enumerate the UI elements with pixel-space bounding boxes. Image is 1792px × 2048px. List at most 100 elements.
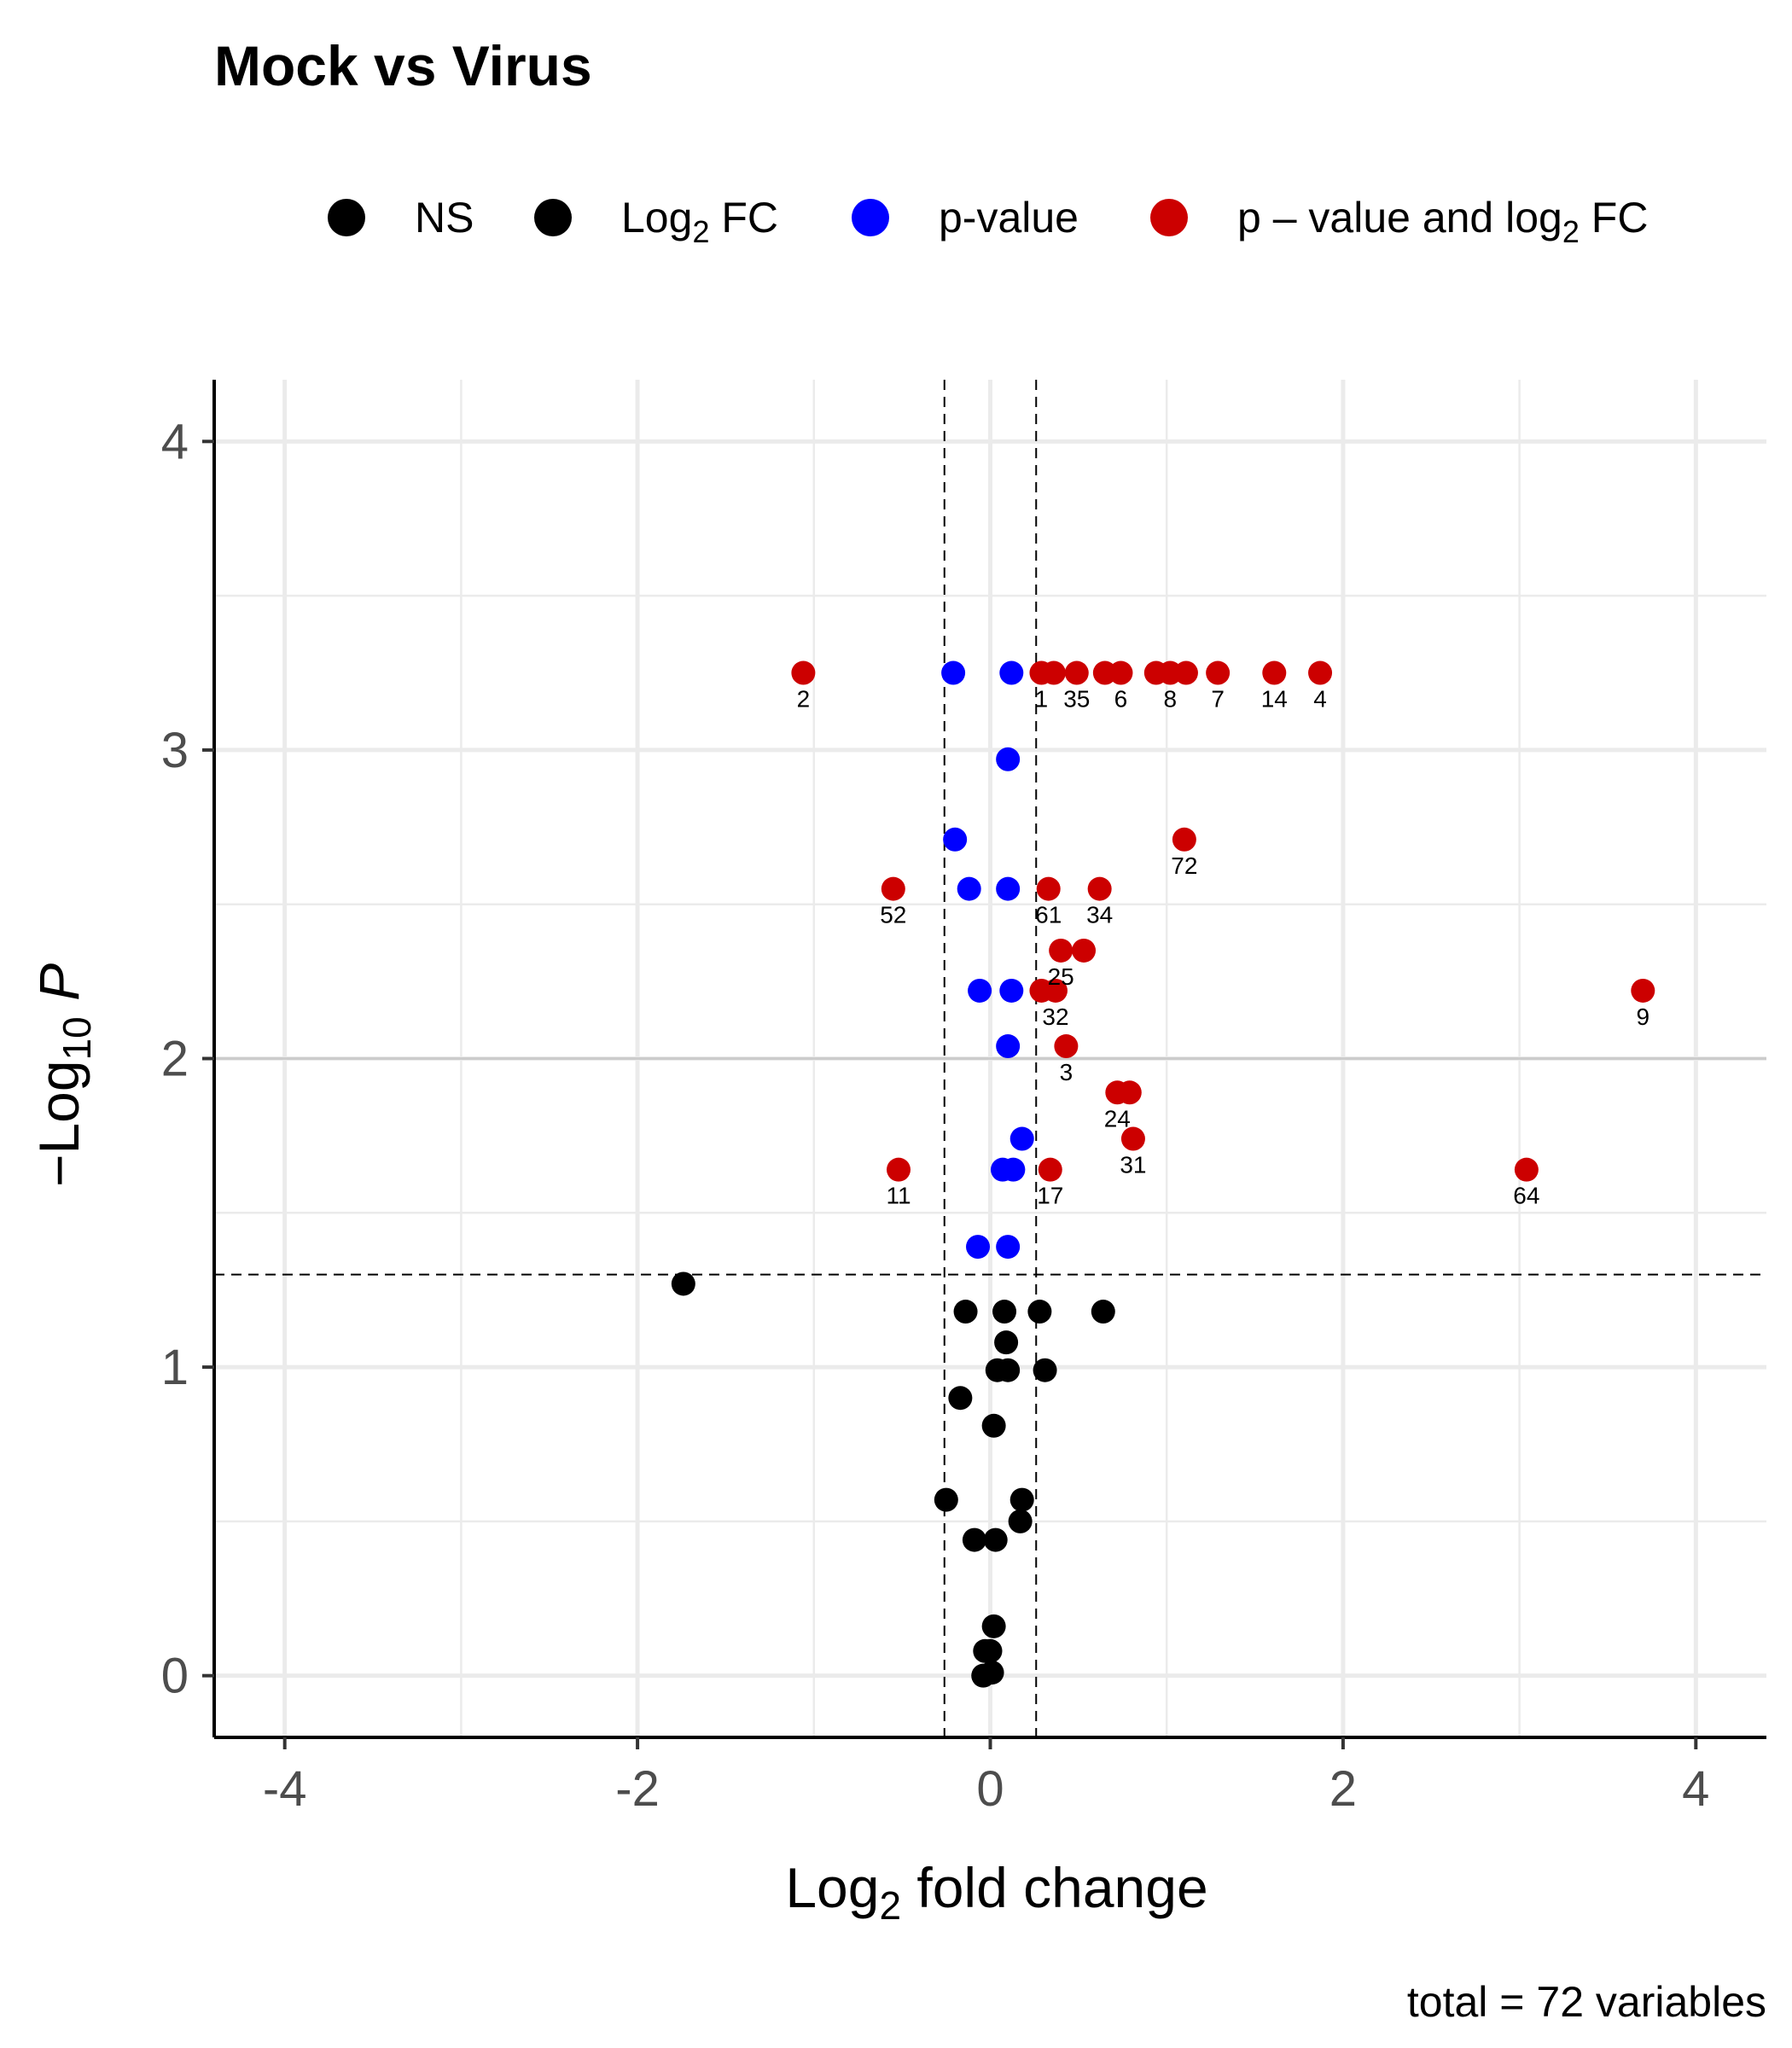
point-label: 64 [1513,1183,1539,1209]
point-labels: 2 1 35 6 8 7 14 4 72 52 61 34 25 32 9 3 24 31 11 17 64 [797,686,1649,1209]
point-ns [671,1271,695,1296]
legend-label-pfc: p – value and log2 FC [1237,194,1648,249]
point-ns [1008,1509,1033,1533]
x-tick-label: -4 [263,1761,307,1817]
point-ns [1009,1487,1034,1512]
y-axis-title-p: P [27,963,90,1016]
legend: NS Log2 FC p-value p – value and log2 FC [328,194,1648,249]
point-label: 8 [1164,686,1178,713]
x-tick-label: 2 [1329,1761,1357,1817]
point-p [999,660,1024,685]
point-label: 7 [1211,686,1225,713]
point-p [957,876,981,901]
point-ns [983,1527,1008,1552]
point-label: 35 [1063,686,1090,713]
point-p [1001,1157,1026,1182]
point-label: 1 [1035,686,1049,713]
point-ns [962,1527,986,1552]
point-pfc [1064,660,1089,685]
legend-key-fc [534,199,572,236]
point-ns [980,1661,1004,1685]
point-label: 14 [1261,686,1288,713]
point-pfc [1262,660,1287,685]
legend-key-p [852,199,889,236]
point-pfc [1206,660,1231,685]
point-label: 9 [1637,1004,1650,1030]
legend-key-ns [328,199,365,236]
point-label: 11 [886,1183,911,1209]
y-axis-title-subscript: 10 [55,1016,99,1060]
point-ns [1033,1358,1057,1382]
point-ns [1027,1300,1052,1324]
point-ns [996,1358,1021,1382]
point-label: 32 [1042,1004,1068,1030]
point-label: 34 [1086,902,1113,928]
point-p [1009,1126,1034,1151]
point-p [943,827,968,852]
legend-subscript: 2 [1562,214,1580,249]
point-p [996,1235,1021,1260]
point-p [999,978,1024,1003]
y-tick-label: 0 [161,1649,189,1704]
y-tick-label: 1 [161,1340,189,1395]
point-label: 3 [1060,1059,1073,1085]
point-label: 31 [1120,1152,1146,1178]
point-ns [948,1386,973,1411]
point-pfc [1108,660,1133,685]
point-ns [981,1614,1006,1638]
point-label: 52 [880,902,906,928]
point-label: 6 [1114,686,1128,713]
point-label: 72 [1171,852,1197,879]
point-pfc [1117,1080,1142,1105]
point-ns [981,1413,1006,1438]
point-ns [953,1300,978,1324]
data-points [671,660,1655,1688]
point-pfc [1072,938,1097,963]
y-tick-label: 2 [161,1032,189,1087]
point-p [968,978,992,1003]
legend-key-pfc [1150,199,1188,236]
point-label: 4 [1313,686,1327,713]
point-ns [934,1487,958,1512]
point-ns [992,1300,1017,1324]
point-pfc [1087,876,1112,901]
point-pfc [1036,876,1061,901]
point-pfc [791,660,816,685]
chart-title: Mock vs Virus [214,34,592,97]
point-label: 2 [797,686,811,713]
point-pfc [1041,660,1066,685]
point-pfc [1038,1157,1062,1182]
y-tick-label: 4 [161,414,189,469]
point-pfc [887,1157,911,1182]
point-pfc [1049,938,1073,963]
point-p [996,1034,1021,1059]
point-pfc [1631,978,1655,1003]
point-pfc [1054,1034,1079,1059]
y-tick-label: 3 [161,723,189,778]
x-tick-label: 0 [976,1761,1004,1817]
point-pfc [1120,1126,1145,1151]
legend-label-rest: FC [1580,194,1649,241]
point-p [966,1235,991,1260]
point-pfc [1172,827,1196,852]
point-ns [1091,1300,1115,1324]
legend-label-rest: FC [709,194,778,241]
x-axis-title-rest: fold change [901,1856,1208,1919]
point-label: 17 [1037,1183,1063,1209]
point-label: 61 [1035,902,1062,928]
x-tick-label: 4 [1682,1761,1709,1817]
legend-label-ns: NS [415,194,474,241]
legend-subscript: 2 [692,214,709,249]
point-ns [978,1638,1003,1663]
legend-label-fc: Log2 FC [621,194,778,249]
point-p [996,876,1021,901]
point-p [941,660,966,685]
x-axis-title: Log2 fold change [785,1856,1207,1928]
caption: total = 72 variables [1407,1978,1766,2026]
x-axis-title-subscript: 2 [879,1883,901,1928]
point-label: 25 [1048,963,1074,990]
x-tick-label: -2 [615,1761,660,1817]
legend-label-p: p-value [939,194,1079,241]
